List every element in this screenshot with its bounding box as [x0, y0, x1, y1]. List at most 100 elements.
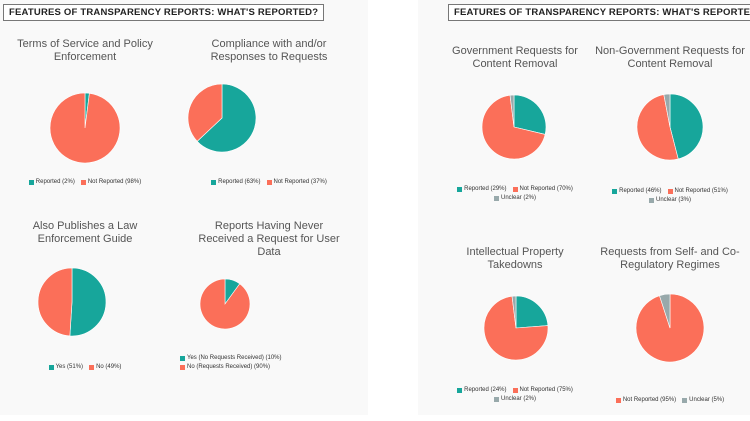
legend-item-unclear: Unclear (2%) [493, 395, 536, 404]
legend-item-reported: Reported (46%) [612, 187, 662, 196]
legend-swatch [667, 189, 673, 194]
pie-slice-unclear [659, 293, 671, 329]
pie-chart-government-requests-for-content-removal: Government Requests for Content Removal Re… [430, 45, 600, 220]
legend-item-not-reported: Not Reported (51%) [667, 187, 728, 196]
chart-title: Also Publishes a Law Enforcement Guide [0, 220, 170, 246]
legend-swatch [512, 187, 518, 192]
legend-label: No (49%) [96, 364, 122, 370]
pie-chart-compliance-with-and-or-responses-to-requests: Compliance with and/or Responses to Reque… [170, 38, 368, 213]
legend-item-not-reported: Not Reported (95%) [615, 396, 677, 405]
legend-swatch [493, 196, 499, 201]
chart-title-line: Regulatory Regimes [620, 259, 720, 271]
legend-row: Reported (24%) Not Reported (75%) [430, 386, 600, 395]
pie-slice-no-requests-received [199, 278, 251, 330]
legend-swatch [211, 180, 217, 185]
legend-item-yes: Yes (51%) [48, 363, 84, 372]
chart-title-line: Data [257, 246, 281, 258]
chart-title: Terms of Service and Policy Enforcement [0, 38, 170, 64]
legend-label: Yes (51%) [55, 364, 84, 370]
chart-title-line: Terms of Service and Policy [17, 38, 153, 50]
legend-swatch [457, 388, 463, 393]
legend-item-not-reported: Not Reported (98%) [80, 178, 142, 187]
chart-title: Reports Having Never Received a Request f… [170, 220, 368, 259]
legend-row: No (Requests Received) (90%) [180, 363, 282, 372]
chart-title-line: Requests from Self- and Co- [600, 246, 740, 258]
legend-item-reported: Reported (63%) [211, 178, 261, 187]
chart-title-line: Reports Having Never [214, 220, 324, 232]
legend-item-unclear: Unclear (2%) [493, 194, 536, 203]
pie-svg [635, 293, 705, 363]
chart-title-line: Compliance with and/or [211, 38, 327, 50]
chart-title-line: Responses to Requests [210, 51, 328, 63]
pie-slice-reported [196, 83, 257, 153]
legend-swatch [48, 365, 54, 370]
legend-swatch [512, 388, 518, 393]
legend-swatch [89, 365, 95, 370]
legend-label: Not Reported (75%) [519, 387, 573, 393]
pie-slice-not-reported [187, 83, 223, 142]
chart-title-line: Government Requests for [452, 45, 578, 57]
legend-label: Yes (No Requests Received) (10%) [187, 355, 282, 361]
legend-item-not-reported: Not Reported (37%) [266, 178, 327, 187]
legend-label: Not Reported (51%) [674, 188, 728, 194]
pie-slice-not-reported [483, 295, 549, 361]
legend-label: Unclear (2%) [500, 195, 536, 201]
legend-label: Reported (63%) [218, 179, 261, 185]
pie-slice-not-reported [481, 94, 546, 160]
legend-row: Yes (No Requests Received) (10%) [180, 354, 282, 363]
legend-row: Reported (2%) Not Reported (98%) [0, 178, 170, 187]
pie-slice-not-reported [636, 94, 679, 161]
chart-legend: Yes (51%) No (49%) [0, 363, 170, 372]
pie-svg [199, 278, 251, 330]
chart-title-line: Enforcement Guide [37, 233, 133, 245]
chart-title-line: Takedowns [487, 259, 543, 271]
chart-legend: Reported (24%) Not Reported (75%) Unclear … [430, 386, 600, 404]
chart-title-line: Non-Government Requests for [595, 45, 745, 57]
pie-chart-requests-from-self-and-co-regulatory-regimes: Requests from Self- and Co- Regulatory Re… [590, 246, 750, 421]
legend-label: Not Reported (95%) [622, 397, 677, 403]
chart-title-line: Content Removal [627, 58, 713, 70]
chart-title: Compliance with and/or Responses to Reque… [170, 38, 368, 64]
legend-item-no: No (49%) [89, 363, 121, 372]
legend-row: Unclear (2%) [430, 395, 600, 404]
legend-label: Unclear (5%) [689, 397, 725, 403]
legend-item-unclear: Unclear (3%) [648, 196, 691, 205]
pie-svg [187, 83, 257, 153]
legend-label: Not Reported (70%) [519, 186, 573, 192]
pie-slice-unclear [511, 295, 517, 329]
legend-item-reported: Reported (24%) [457, 386, 507, 395]
chart-title-line: Also Publishes a Law [32, 220, 138, 232]
pie-slice-unclear [663, 93, 671, 128]
pie-svg [37, 267, 107, 337]
legend-label: Unclear (2%) [500, 396, 536, 402]
section-title: FEATURES OF TRANSPARENCY REPORTS: WHAT'S… [448, 4, 750, 21]
pie-slice-yes [69, 267, 107, 337]
pie-chart-terms-of-service-and-policy-enforcement: Terms of Service and Policy Enforcement Re… [0, 38, 170, 213]
pie-chart-reports-having-never-received-a-request-for-user-data: Reports Having Never Received a Request f… [170, 220, 368, 395]
pie-chart-non-government-requests-for-content-removal: Non-Government Requests for Content Remov… [590, 45, 750, 220]
chart-title-line: Enforcement [53, 51, 117, 63]
legend-row: Reported (63%) Not Reported (37%) [170, 178, 368, 187]
chart-title-line: Content Removal [472, 58, 558, 70]
chart-legend: Reported (29%) Not Reported (70%) Unclear … [430, 185, 600, 203]
chart-legend: Reported (63%) Not Reported (37%) [170, 178, 368, 187]
pie-chart-also-publishes-a-law-enforcement-guide: Also Publishes a Law Enforcement Guide Yes… [0, 220, 170, 395]
legend-label: Unclear (3%) [655, 197, 691, 203]
legend-label: Reported (24%) [464, 387, 507, 393]
section-title: FEATURES OF TRANSPARENCY REPORTS: WHAT'S… [3, 4, 325, 21]
legend-swatch [180, 365, 185, 370]
legend-item-no-requests-received: No (Requests Received) (90%) [180, 363, 270, 372]
left-report-panel: FEATURES OF TRANSPARENCY REPORTS: WHAT'S… [0, 0, 368, 415]
panel-gap [368, 0, 418, 415]
legend-item-reported: Reported (2%) [28, 178, 75, 187]
legend-row: Unclear (3%) [590, 196, 750, 205]
legend-label: No (Requests Received) (90%) [187, 364, 271, 370]
legend-label: Not Reported (37%) [273, 179, 327, 185]
legend-label: Not Reported (98%) [87, 179, 142, 185]
chart-title-line: Intellectual Property [466, 246, 564, 258]
legend-swatch [28, 180, 34, 185]
pie-slice-reported [515, 295, 549, 329]
chart-title-line: Received a Request for User [198, 233, 340, 245]
legend-swatch [80, 180, 86, 185]
pie-svg [481, 94, 547, 160]
